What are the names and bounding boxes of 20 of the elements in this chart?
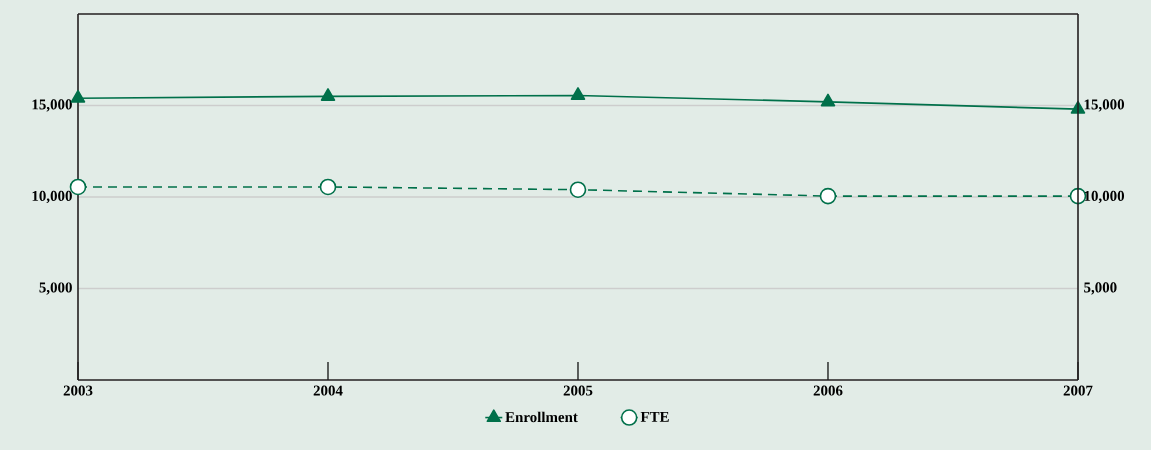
x-tick-label: 2005 xyxy=(563,385,593,396)
y-tick-label: 15,000 xyxy=(32,99,72,112)
point xyxy=(569,181,587,198)
x-tick-label: 2003 xyxy=(63,385,93,396)
point xyxy=(570,87,586,100)
point xyxy=(320,88,336,101)
y2-tick-label: 10,000 xyxy=(1084,190,1125,204)
point xyxy=(70,89,86,103)
legend-label: FTE xyxy=(640,411,669,422)
point xyxy=(820,93,836,107)
x-tick-label: 2004 xyxy=(313,385,343,396)
legend-label: Enrollment xyxy=(505,411,578,423)
y2-tick-label: 15,000 xyxy=(1084,99,1125,112)
y2-tick-label: 5,000 xyxy=(1084,282,1117,295)
point xyxy=(319,178,337,196)
point xyxy=(819,187,837,205)
x-tick-label: 2007 xyxy=(1063,385,1093,396)
y-tick-label: 10,000 xyxy=(32,190,72,204)
y-tick-label: 5,000 xyxy=(39,282,72,295)
x-tick-label: 2006 xyxy=(813,385,843,396)
